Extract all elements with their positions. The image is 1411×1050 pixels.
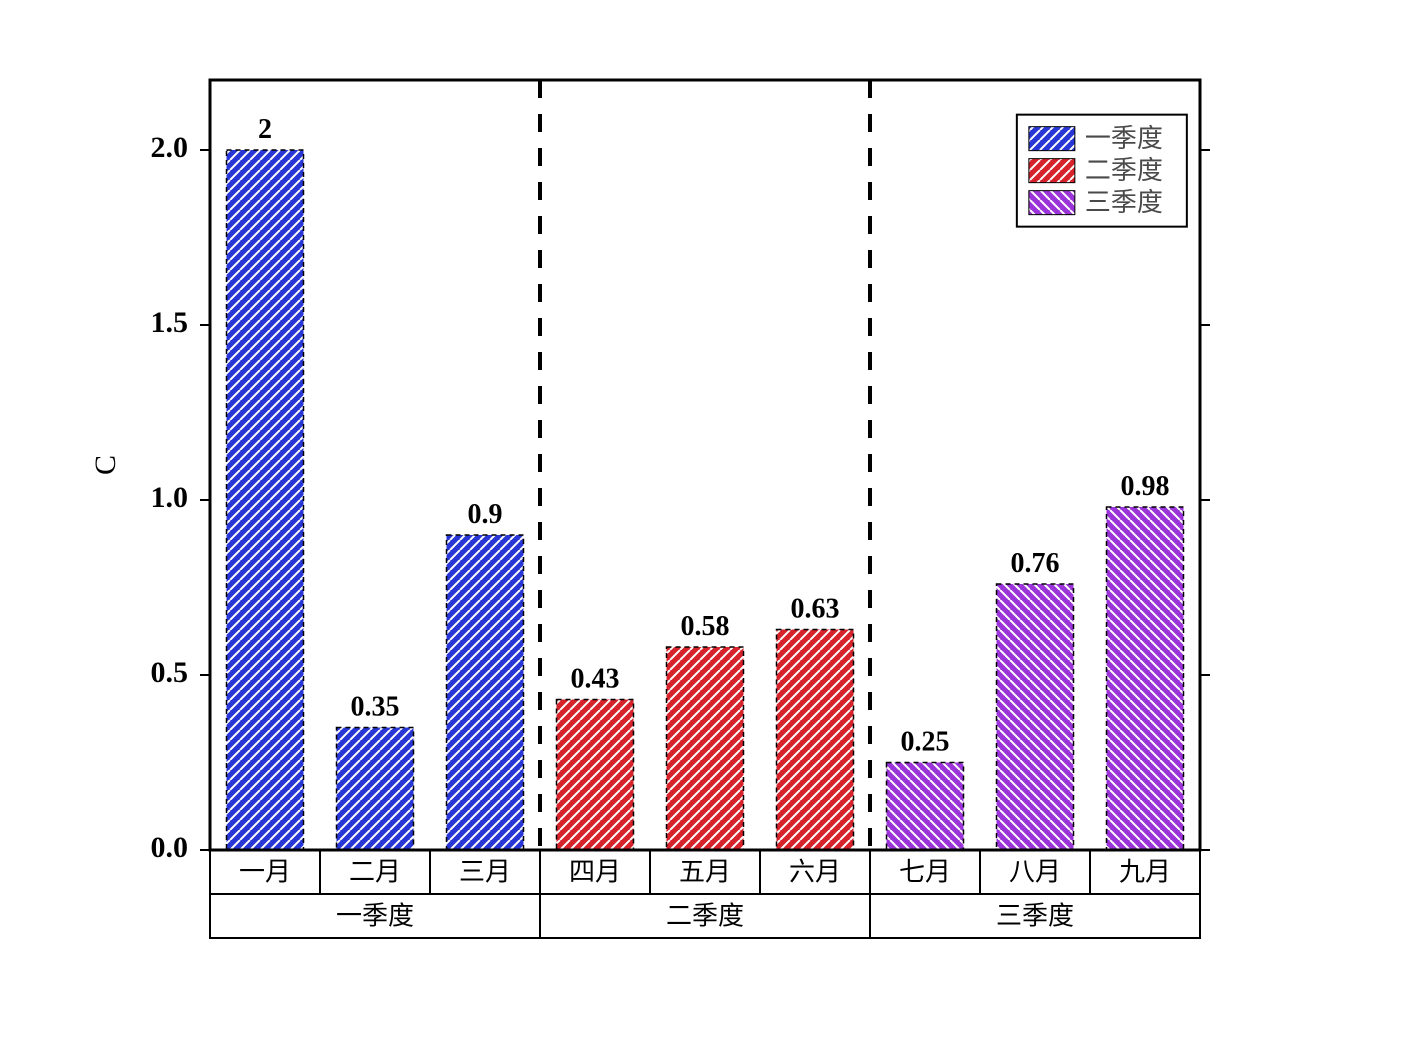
x-tick-month: 二月 <box>349 858 401 887</box>
bar: 0.98 <box>1107 471 1184 850</box>
bar-value-label: 0.43 <box>571 664 620 695</box>
bar-value-label: 0.76 <box>1011 548 1060 579</box>
x-tick-month: 六月 <box>789 858 841 887</box>
bar: 0.58 <box>667 611 744 850</box>
bar-value-label: 0.9 <box>468 499 503 530</box>
bar: 0.76 <box>997 548 1074 850</box>
bar: 0.63 <box>777 594 854 851</box>
bar: 2 <box>227 114 304 850</box>
y-tick-label: 0.0 <box>151 831 189 864</box>
legend-label: 三季度 <box>1085 188 1163 217</box>
legend-label: 二季度 <box>1085 156 1163 185</box>
x-tick-quarter: 二季度 <box>666 902 744 931</box>
x-tick-month: 七月 <box>899 858 951 887</box>
x-tick-month: 三月 <box>459 858 511 887</box>
bar: 0.9 <box>447 499 524 850</box>
legend-swatch <box>1029 159 1075 183</box>
x-tick-quarter: 三季度 <box>996 902 1074 931</box>
bar-value-label: 0.25 <box>901 727 950 758</box>
x-axis-table: 一月 二月 三月一季度 四月 五月 六月二季度 七月 八月 九月三季度 <box>210 850 1200 938</box>
y-tick-label: 0.5 <box>151 656 189 689</box>
bar-value-label: 0.98 <box>1121 471 1170 502</box>
x-tick-month: 五月 <box>679 858 731 887</box>
bar-value-label: 2 <box>258 114 272 145</box>
bar-value-label: 0.63 <box>791 594 840 625</box>
y-axis-label: C <box>89 455 122 475</box>
y-tick-label: 1.0 <box>151 481 189 514</box>
x-tick-month: 四月 <box>569 858 621 887</box>
y-tick-label: 2.0 <box>151 131 189 164</box>
legend-swatch <box>1029 191 1075 215</box>
x-tick-month: 九月 <box>1119 858 1171 887</box>
quarterly-bar-chart: 2 0.35 0.9 0.43 0.58 0.63 0.25 0.76 0.98 0.0 0.5 1.… <box>0 0 1411 1050</box>
legend-swatch <box>1029 127 1075 151</box>
bar-value-label: 0.35 <box>351 692 400 723</box>
x-tick-month: 八月 <box>1009 858 1061 887</box>
x-tick-month: 一月 <box>239 858 291 887</box>
bar-value-label: 0.58 <box>681 611 730 642</box>
x-tick-quarter: 一季度 <box>336 902 414 931</box>
legend: 一季度二季度三季度 <box>1017 115 1187 227</box>
legend-label: 一季度 <box>1085 124 1163 153</box>
y-tick-label: 1.5 <box>151 306 189 339</box>
